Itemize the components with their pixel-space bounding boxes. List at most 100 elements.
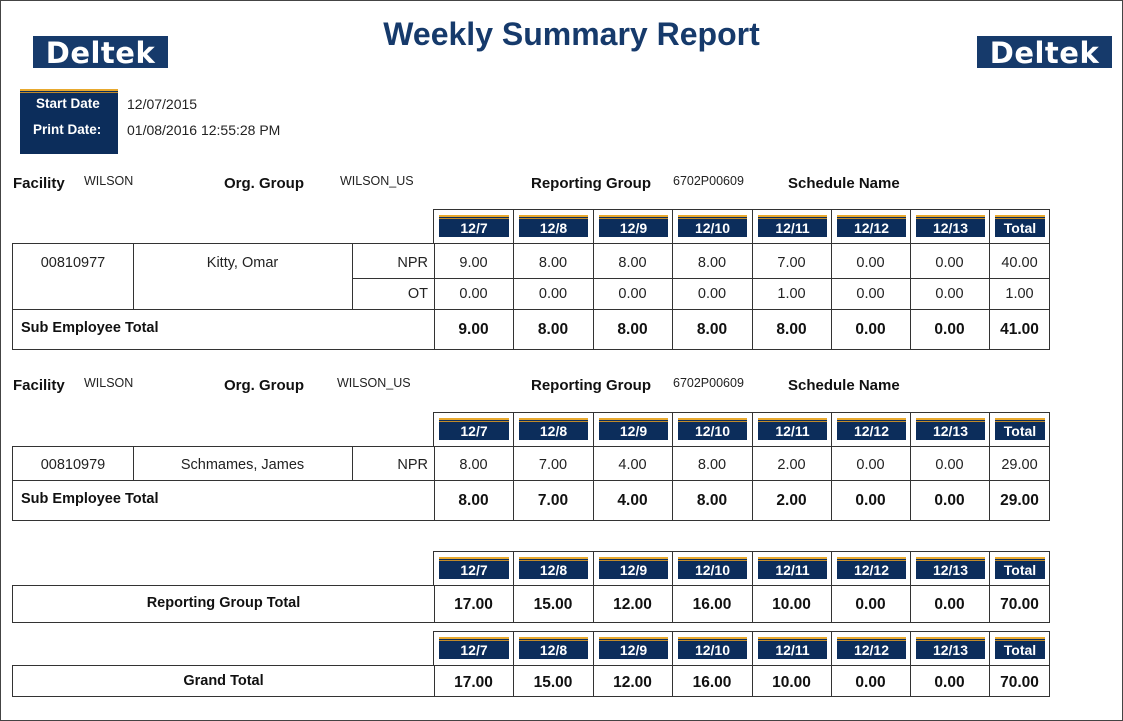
section-2-date-header: 12/7 12/8 12/9 12/10 12/11 12/12 12/13 T…: [433, 412, 1050, 447]
table-cell: 1.00: [1005, 286, 1034, 302]
table-cell: 12/8: [539, 562, 568, 578]
table-cell: 70.00: [1000, 596, 1039, 613]
start-date-value: 12/07/2015: [127, 96, 198, 112]
table-cell: 9.00: [458, 321, 489, 338]
table-cell: 12/10: [694, 423, 731, 439]
table-cell: 0.00: [855, 321, 886, 338]
date-badge: 12/13: [916, 557, 985, 579]
date-badge: 12/8: [519, 215, 588, 237]
table-cell: 15.00: [533, 674, 573, 691]
logo-text: Deltek: [989, 36, 1100, 68]
reporting-group-label: Reporting Group: [531, 377, 651, 394]
reporting-group-value: 6702P00609: [673, 376, 744, 390]
table-cell: 12/9: [619, 220, 648, 236]
logo-text: Deltek: [45, 36, 156, 68]
date-badge: 12/7: [439, 215, 509, 237]
table-cell: 0.00: [934, 321, 965, 338]
date-badge: 12/13: [916, 637, 985, 659]
date-badge: 12/12: [837, 637, 906, 659]
date-badge: 12/11: [758, 637, 827, 659]
table-cell: 10.00: [772, 674, 811, 691]
section-1-employee-table: 00810977 Kitty, Omar NPR 9.00 8.00 8.00 …: [12, 243, 1050, 350]
date-badge: 12/13: [916, 418, 985, 440]
employee-id: 00810979: [40, 457, 106, 473]
table-cell: 0.00: [935, 457, 964, 473]
row-type: NPR: [397, 255, 428, 271]
reporting-group-total-label: Reporting Group Total: [146, 595, 301, 611]
table-cell: 12/13: [932, 562, 969, 578]
table-cell: 12/7: [460, 423, 488, 439]
date-label-box: Start Date Print Date:: [20, 89, 118, 154]
table-cell: 0.00: [855, 596, 886, 613]
table-cell: 0.00: [856, 457, 885, 473]
table-cell: 0.00: [934, 492, 965, 509]
facility-value: WILSON: [84, 376, 134, 390]
print-date-label: Print Date:: [33, 122, 102, 137]
date-badge: 12/10: [678, 637, 747, 659]
table-cell: 8.00: [617, 321, 648, 338]
table-cell: 12/13: [932, 642, 969, 658]
table-cell: 0.00: [855, 492, 886, 509]
table-cell: 9.00: [459, 255, 488, 271]
facility-label: Facility: [13, 175, 65, 192]
table-cell: 8.00: [696, 492, 728, 509]
org-group-label: Org. Group: [224, 175, 304, 192]
table-cell: Total: [1003, 562, 1037, 578]
print-date-value: 01/08/2016 12:55:28 PM: [127, 122, 281, 138]
table-cell: 2.00: [776, 492, 807, 509]
table-cell: 8.00: [697, 457, 727, 473]
date-badge: 12/10: [678, 418, 747, 440]
table-cell: 12/7: [460, 562, 488, 578]
table-cell: 4.00: [618, 457, 647, 473]
table-cell: 8.00: [537, 321, 569, 338]
reporting-group-label: Reporting Group: [531, 175, 651, 192]
table-cell: 40.00: [1001, 255, 1038, 271]
table-cell: 10.00: [772, 596, 811, 613]
table-cell: 0.00: [856, 255, 885, 271]
table-cell: 12/11: [775, 642, 810, 658]
section-1-date-header: 12/7 12/8 12/9 12/10 12/11 12/12 12/13 T…: [433, 209, 1050, 244]
schedule-name-label: Schedule Name: [788, 377, 900, 394]
report-title: Weekly Summary Report: [383, 16, 760, 52]
table-cell: 12/13: [932, 220, 969, 236]
table-cell: 8.00: [459, 457, 488, 473]
table-cell: 4.00: [617, 492, 648, 509]
date-badge: 12/8: [519, 637, 588, 659]
date-badge: 12/9: [599, 418, 668, 440]
date-badge: 12/11: [758, 215, 827, 237]
date-badge: 12/10: [678, 215, 747, 237]
date-badge: 12/12: [837, 557, 906, 579]
table-cell: 12/12: [853, 562, 890, 578]
deltek-logo-left: Deltek: [33, 36, 168, 68]
org-group-value: WILSON_US: [337, 376, 411, 390]
employee-name: Kitty, Omar: [206, 255, 279, 271]
table-cell: 8.00: [697, 255, 727, 271]
table-cell: 7.00: [537, 492, 569, 509]
table-cell: 8.00: [538, 255, 568, 271]
table-cell: 1.00: [777, 286, 806, 302]
grand-total-date-header: 12/7 12/8 12/9 12/10 12/11 12/12 12/13 T…: [433, 631, 1050, 666]
table-cell: 12/10: [694, 642, 731, 658]
total-badge: Total: [995, 215, 1045, 237]
table-cell: 0.00: [538, 286, 568, 302]
section-2-employee-table: 00810979 Schmames, James NPR 8.00 7.00 4…: [12, 446, 1050, 521]
start-date-label: Start Date: [36, 96, 100, 111]
date-badge: 12/8: [519, 418, 588, 440]
table-cell: 12/11: [775, 562, 810, 578]
table-cell: 12/13: [932, 423, 969, 439]
table-cell: Total: [1003, 423, 1037, 439]
deltek-logo-right: Deltek: [977, 36, 1112, 68]
table-cell: 41.00: [1000, 321, 1039, 338]
table-cell: 16.00: [692, 674, 732, 691]
table-cell: 17.00: [454, 674, 493, 691]
table-cell: 12/12: [853, 220, 890, 236]
table-cell: 0.00: [855, 674, 886, 691]
date-badge: 12/7: [439, 637, 509, 659]
table-cell: 12/12: [853, 642, 890, 658]
table-cell: 0.00: [856, 286, 885, 302]
employee-id: 00810977: [40, 255, 106, 271]
table-cell: 2.00: [777, 457, 806, 473]
table-cell: 8.00: [696, 321, 728, 338]
table-cell: 12/9: [619, 642, 648, 658]
table-cell: 12/12: [853, 423, 890, 439]
